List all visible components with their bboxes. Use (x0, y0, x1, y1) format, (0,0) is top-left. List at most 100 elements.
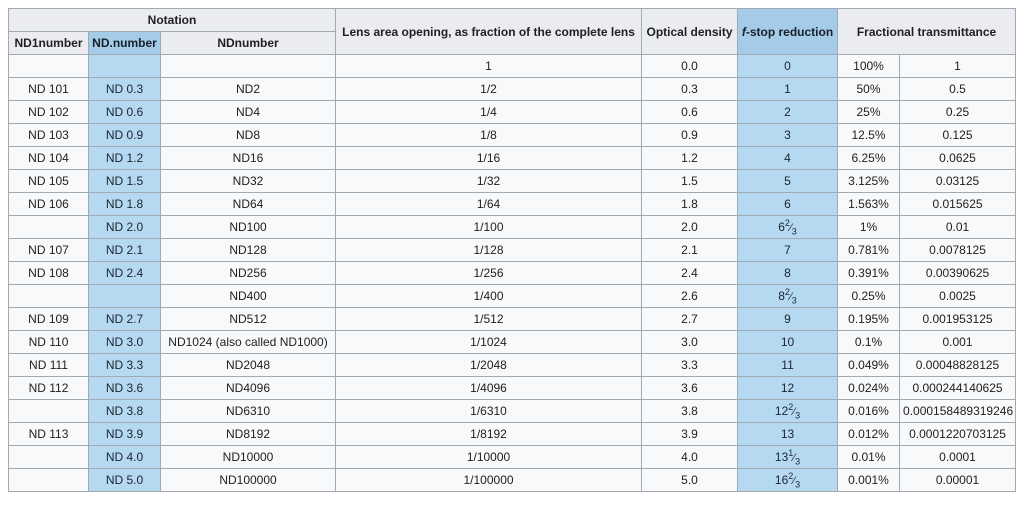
transmittance-fraction-cell: 0.00390625 (899, 261, 1017, 285)
fstop-cell: 6 (737, 192, 839, 216)
transmittance-fraction-cell: 0.01 (899, 215, 1017, 239)
nd-dot-number-cell: ND 3.8 (88, 399, 161, 423)
transmittance-fraction-cell: 0.0625 (899, 146, 1017, 170)
nd-dot-number-cell: ND 3.3 (88, 353, 161, 377)
table-row: 1 0.0 0 100% 1 (8, 54, 1017, 78)
header-optical-density: Optical density (641, 8, 739, 55)
ndnumber-cell: ND4 (159, 100, 337, 124)
table-row: ND 109 ND 2.7 ND512 1/512 2.7 9 0.195% 0.001953… (8, 307, 1017, 331)
ndnumber-cell: ND512 (159, 307, 337, 331)
ndnumber-cell: ND8192 (159, 422, 337, 446)
nd1number-cell: ND 109 (8, 307, 89, 331)
lens-area-cell: 1/256 (335, 261, 643, 285)
header-notation: Notation (7, 8, 337, 32)
fstop-cell: 13 (737, 422, 839, 446)
lens-area-cell: 1/128 (335, 238, 643, 262)
optical-density-cell: 0.0 (641, 54, 739, 78)
table-row: ND 113 ND 3.9 ND8192 1/8192 3.9 13 0.012% 0.000… (8, 422, 1017, 446)
transmittance-percent-cell: 0.1% (837, 330, 901, 354)
nd1number-cell: ND 101 (8, 77, 89, 101)
nd-dot-number-cell: ND 2.4 (88, 261, 161, 285)
nd-dot-number-cell: ND 1.8 (88, 192, 161, 216)
optical-density-cell: 3.9 (641, 422, 739, 446)
table-row: ND 112 ND 3.6 ND4096 1/4096 3.6 12 0.024% 0.000… (8, 376, 1017, 400)
transmittance-percent-cell: 1.563% (837, 192, 901, 216)
transmittance-percent-cell: 0.781% (837, 238, 901, 262)
optical-density-cell: 0.3 (641, 77, 739, 101)
transmittance-percent-cell: 0.001% (837, 468, 901, 492)
ndnumber-cell (159, 54, 337, 78)
transmittance-percent-cell: 0.024% (837, 376, 901, 400)
nd1number-cell (8, 215, 89, 239)
header-ndnumber: NDnumber (159, 31, 337, 55)
transmittance-fraction-cell: 0.5 (899, 77, 1017, 101)
transmittance-percent-cell: 0.049% (837, 353, 901, 377)
nd1number-cell: ND 102 (8, 100, 89, 124)
table-row: ND 108 ND 2.4 ND256 1/256 2.4 8 0.391% 0.003906… (8, 261, 1017, 285)
transmittance-percent-cell: 1% (837, 215, 901, 239)
table-row: ND 5.0 ND100000 1/100000 5.0 162⁄3 0.001% 0.00… (8, 468, 1017, 492)
lens-area-cell: 1/4 (335, 100, 643, 124)
ndnumber-cell: ND64 (159, 192, 337, 216)
ndnumber-cell: ND1024 (also called ND1000) (159, 330, 337, 354)
nd1number-cell: ND 106 (8, 192, 89, 216)
lens-area-cell: 1/32 (335, 169, 643, 193)
fstop-cell: 12 (737, 376, 839, 400)
optical-density-cell: 3.0 (641, 330, 739, 354)
transmittance-percent-cell: 100% (837, 54, 901, 78)
table-row: ND 111 ND 3.3 ND2048 1/2048 3.3 11 0.049% 0.000… (8, 353, 1017, 377)
lens-area-cell: 1/2048 (335, 353, 643, 377)
transmittance-percent-cell: 0.391% (837, 261, 901, 285)
table-row: ND 107 ND 2.1 ND128 1/128 2.1 7 0.781% 0.007812… (8, 238, 1017, 262)
nd-dot-number-cell: ND 1.2 (88, 146, 161, 170)
header-row-groups: Notation Lens area opening, as fraction … (7, 8, 1017, 55)
transmittance-percent-cell: 0.25% (837, 284, 901, 308)
transmittance-percent-cell: 0.012% (837, 422, 901, 446)
fstop-cell: 3 (737, 123, 839, 147)
ndnumber-cell: ND10000 (159, 445, 337, 469)
fstop-cell: 9 (737, 307, 839, 331)
fstop-cell: 122⁄3 (737, 399, 839, 423)
nd1number-cell: ND 112 (8, 376, 89, 400)
header-nd1number: ND1number (8, 31, 89, 55)
fstop-cell: 4 (737, 146, 839, 170)
table-row: ND 3.8 ND6310 1/6310 3.8 122⁄3 0.016% 0.000158… (8, 399, 1017, 423)
table-body: 1 0.0 0 100% 1 ND 101 ND 0.3 ND2 1/2 0.3 1 50% 0.5 ND… (8, 54, 1017, 492)
table-row: ND 110 ND 3.0 ND1024 (also called ND1000) 1… (8, 330, 1017, 354)
transmittance-fraction-cell: 0.03125 (899, 169, 1017, 193)
nd1number-cell (8, 399, 89, 423)
optical-density-cell: 0.6 (641, 100, 739, 124)
transmittance-fraction-cell: 0.000158489319246 (899, 399, 1017, 423)
fstop-cell: 11 (737, 353, 839, 377)
optical-density-cell: 4.0 (641, 445, 739, 469)
transmittance-percent-cell: 50% (837, 77, 901, 101)
ndnumber-cell: ND128 (159, 238, 337, 262)
nd1number-cell (8, 284, 89, 308)
nd-dot-number-cell: ND 0.9 (88, 123, 161, 147)
nd-dot-number-cell: ND 1.5 (88, 169, 161, 193)
optical-density-cell: 3.8 (641, 399, 739, 423)
table-row: ND 4.0 ND10000 1/10000 4.0 131⁄3 0.01% 0.0001 (8, 445, 1017, 469)
transmittance-fraction-cell: 0.001953125 (899, 307, 1017, 331)
ndnumber-cell: ND6310 (159, 399, 337, 423)
ndnumber-cell: ND8 (159, 123, 337, 147)
optical-density-cell: 1.2 (641, 146, 739, 170)
table-row: ND 106 ND 1.8 ND64 1/64 1.8 6 1.563% 0.015625 (8, 192, 1017, 216)
optical-density-cell: 3.3 (641, 353, 739, 377)
transmittance-percent-cell: 6.25% (837, 146, 901, 170)
header-row-notation-subcolumns: ND1number ND.number NDnumber (8, 31, 1016, 55)
transmittance-fraction-cell: 0.0001 (899, 445, 1017, 469)
fstop-cell: 8 (737, 261, 839, 285)
nd-dot-number-cell: ND 3.9 (88, 422, 161, 446)
lens-area-cell: 1/8 (335, 123, 643, 147)
optical-density-cell: 3.6 (641, 376, 739, 400)
transmittance-percent-cell: 12.5% (837, 123, 901, 147)
optical-density-cell: 2.1 (641, 238, 739, 262)
ndnumber-cell: ND256 (159, 261, 337, 285)
nd-dot-number-cell: ND 2.7 (88, 307, 161, 331)
table-header: Notation Lens area opening, as fraction … (7, 8, 1017, 55)
nd-dot-number-cell (88, 54, 161, 78)
fstop-cell: 10 (737, 330, 839, 354)
fstop-cell: 2 (737, 100, 839, 124)
